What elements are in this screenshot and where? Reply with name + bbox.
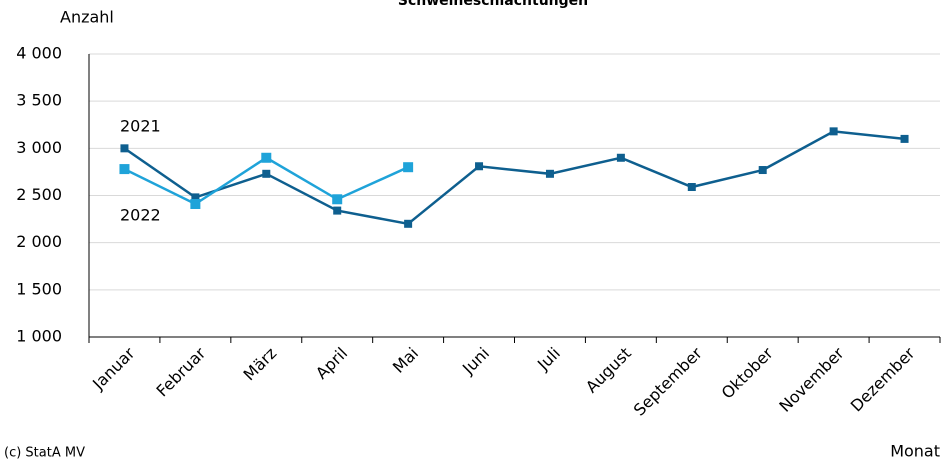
marker — [190, 198, 201, 209]
y-tick-label: 2 500 — [16, 185, 62, 204]
y-tick-label: 3 500 — [16, 91, 62, 110]
series-line — [123, 130, 905, 226]
marker — [687, 183, 696, 192]
chart-title: Schweineschlachtungen — [398, 0, 588, 9]
series-line — [123, 156, 409, 206]
x-tick-label: April — [312, 344, 351, 383]
marker — [119, 164, 130, 175]
y-tick-label: 1 500 — [16, 279, 62, 298]
x-tick-label: Februar — [153, 343, 210, 400]
y-tick-label: 2 000 — [16, 232, 62, 251]
marker — [475, 162, 484, 171]
y-tick-label: 3 000 — [16, 138, 62, 157]
x-tick-label: Januar — [88, 343, 139, 394]
marker — [829, 127, 838, 136]
x-tick-label: Oktober — [718, 343, 777, 402]
x-tick-label: März — [240, 344, 281, 385]
y-axis-label: Anzahl — [60, 8, 114, 27]
x-tick-label: August — [582, 344, 635, 397]
marker — [758, 166, 767, 175]
marker — [616, 153, 625, 162]
x-tick-label: Juni — [458, 344, 493, 379]
marker — [403, 162, 414, 173]
series-label: 2022 — [120, 206, 161, 225]
marker — [545, 169, 554, 178]
marker — [333, 206, 342, 215]
marker — [900, 134, 909, 143]
marker — [120, 144, 129, 153]
marker — [332, 194, 343, 205]
x-tick-label: Juli — [533, 344, 564, 375]
x-tick-label: Mai — [389, 344, 422, 377]
x-tick-label: September — [630, 343, 706, 419]
marker — [191, 193, 200, 202]
x-tick-label: November — [775, 343, 848, 416]
series-label: 2021 — [120, 117, 161, 136]
source: (c) StatA MV — [4, 446, 85, 461]
x-tick-label: Dezember — [847, 343, 919, 415]
marker — [404, 219, 413, 228]
marker — [261, 152, 272, 163]
marker — [262, 169, 271, 178]
x-axis-label: Monat — [890, 442, 940, 461]
y-tick-label: 1 000 — [16, 327, 62, 346]
y-tick-label: 4 000 — [16, 44, 62, 63]
